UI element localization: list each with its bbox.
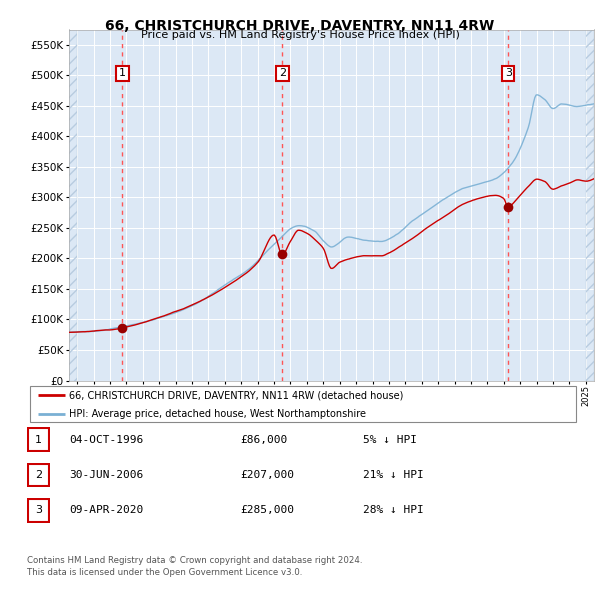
Text: 2: 2 — [35, 470, 42, 480]
Text: 28% ↓ HPI: 28% ↓ HPI — [363, 506, 424, 515]
Text: 66, CHRISTCHURCH DRIVE, DAVENTRY, NN11 4RW (detached house): 66, CHRISTCHURCH DRIVE, DAVENTRY, NN11 4… — [70, 391, 404, 400]
FancyBboxPatch shape — [28, 464, 49, 486]
Text: 21% ↓ HPI: 21% ↓ HPI — [363, 470, 424, 480]
Text: 66, CHRISTCHURCH DRIVE, DAVENTRY, NN11 4RW: 66, CHRISTCHURCH DRIVE, DAVENTRY, NN11 4… — [106, 19, 494, 33]
Text: £207,000: £207,000 — [240, 470, 294, 480]
Text: This data is licensed under the Open Government Licence v3.0.: This data is licensed under the Open Gov… — [27, 568, 302, 577]
Text: 2: 2 — [279, 68, 286, 78]
Text: 04-OCT-1996: 04-OCT-1996 — [69, 435, 143, 444]
Text: Price paid vs. HM Land Registry's House Price Index (HPI): Price paid vs. HM Land Registry's House … — [140, 30, 460, 40]
Text: 5% ↓ HPI: 5% ↓ HPI — [363, 435, 417, 444]
Text: HPI: Average price, detached house, West Northamptonshire: HPI: Average price, detached house, West… — [70, 409, 367, 419]
Text: 3: 3 — [35, 506, 42, 515]
FancyBboxPatch shape — [30, 386, 576, 422]
Text: 30-JUN-2006: 30-JUN-2006 — [69, 470, 143, 480]
Bar — [586, 30, 594, 381]
Text: 1: 1 — [35, 435, 42, 444]
Text: £285,000: £285,000 — [240, 506, 294, 515]
Text: Contains HM Land Registry data © Crown copyright and database right 2024.: Contains HM Land Registry data © Crown c… — [27, 556, 362, 565]
FancyBboxPatch shape — [28, 499, 49, 522]
Bar — [69, 30, 77, 381]
Text: £86,000: £86,000 — [240, 435, 287, 444]
FancyBboxPatch shape — [28, 428, 49, 451]
Text: 09-APR-2020: 09-APR-2020 — [69, 506, 143, 515]
Text: 1: 1 — [119, 68, 126, 78]
Text: 3: 3 — [505, 68, 512, 78]
